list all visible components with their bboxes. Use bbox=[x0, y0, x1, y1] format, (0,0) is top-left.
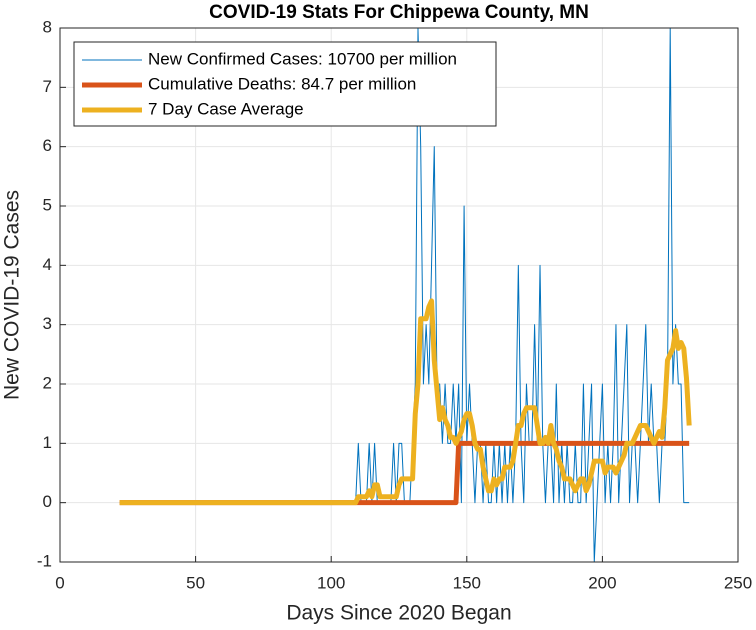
lines bbox=[119, 28, 692, 562]
y-tick-label: -1 bbox=[37, 551, 52, 570]
series-line bbox=[119, 298, 692, 506]
y-tick-label: 7 bbox=[43, 77, 52, 96]
legend-label: New Confirmed Cases: 10700 per million bbox=[148, 49, 457, 68]
y-tick-label: 0 bbox=[43, 492, 52, 511]
legend-box bbox=[73, 41, 497, 127]
y-tick-label: 6 bbox=[43, 136, 52, 155]
y-tick-label: 5 bbox=[43, 195, 52, 214]
x-tick-label: 100 bbox=[317, 573, 345, 592]
y-tick-label: 1 bbox=[43, 433, 52, 452]
chart-title: COVID-19 Stats For Chippewa County, MN bbox=[209, 2, 589, 23]
legend-label: 7 Day Case Average bbox=[148, 99, 304, 118]
y-tick-label: 3 bbox=[43, 314, 52, 333]
x-tick-label: 0 bbox=[55, 573, 64, 592]
x-tick-label: 150 bbox=[453, 573, 481, 592]
y-tick-label: 2 bbox=[43, 373, 52, 392]
y-axis-label: New COVID-19 Cases bbox=[1, 190, 24, 400]
y-tick-label: 4 bbox=[43, 255, 52, 274]
x-tick-label: 200 bbox=[588, 573, 616, 592]
axes-box bbox=[59, 27, 739, 563]
y-tick-label: 8 bbox=[43, 17, 52, 36]
x-tick-label: 250 bbox=[724, 573, 752, 592]
legend-label: Cumulative Deaths: 84.7 per million bbox=[148, 74, 416, 93]
legend: New Confirmed Cases: 10700 per million Cu… bbox=[73, 41, 497, 127]
x-axis-label: Days Since 2020 Began bbox=[286, 602, 511, 625]
x-tick-label: 50 bbox=[186, 573, 205, 592]
